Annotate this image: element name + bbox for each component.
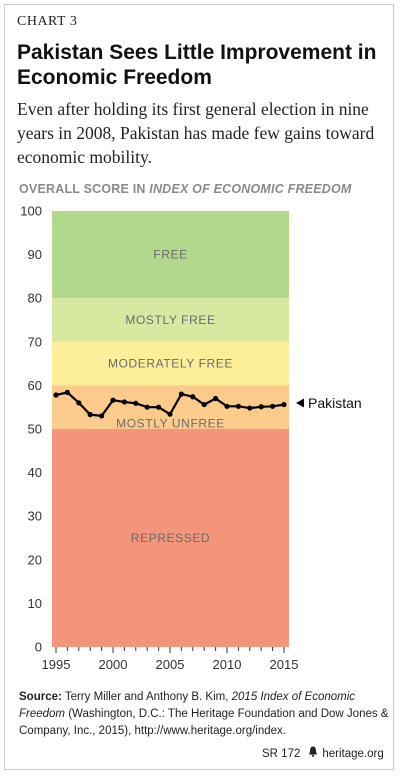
x-tick-label: 1995	[42, 657, 71, 672]
x-tick-label: 2000	[99, 657, 128, 672]
y-tick-label: 40	[28, 465, 42, 480]
data-point	[178, 391, 184, 397]
data-point	[190, 394, 196, 400]
bands-layer: FREE MOSTLY FREE MODERATELY FREE MOSTLY UNF…	[52, 211, 289, 647]
data-point	[133, 400, 139, 406]
data-point	[64, 389, 70, 395]
chart-title: Pakistan Sees Little Improvement in Econ…	[17, 41, 377, 89]
economic-freedom-chart: FREE MOSTLY FREE MODERATELY FREE MOSTLY UNF…	[20, 204, 362, 673]
x-tick-label: 2005	[156, 657, 185, 672]
data-point	[144, 404, 150, 410]
footer: SR 172 heritage.org	[262, 746, 384, 760]
report-code: SR 172	[262, 748, 301, 760]
band-label: REPRESSED	[131, 531, 210, 545]
band-label: FREE	[153, 248, 187, 262]
band-free	[52, 211, 289, 299]
band-label: MODERATELY FREE	[108, 357, 233, 371]
data-point	[53, 392, 59, 398]
axis-heading-italic: INDEX OF ECONOMIC FREEDOM	[149, 182, 352, 196]
data-point	[224, 403, 230, 409]
data-point	[235, 403, 241, 409]
chart-number-label: CHART 3	[17, 14, 78, 29]
band-label: MOSTLY FREE	[125, 313, 215, 327]
series-layer	[53, 389, 287, 419]
y-tick-label: 10	[28, 596, 42, 611]
data-point	[270, 403, 276, 409]
data-point	[110, 397, 116, 403]
data-point	[87, 412, 93, 418]
source-label: Source:	[19, 691, 62, 703]
y-tick-label: 50	[28, 422, 42, 437]
x-tick-label: 2010	[213, 657, 242, 672]
data-point	[213, 395, 219, 402]
data-point	[201, 401, 207, 408]
y-tick-label: 60	[28, 378, 42, 393]
source-italic: 2015 Index of Economic Freedom	[19, 691, 356, 720]
x-ticks-layer: 1995 2000 2005 2010 2015	[42, 647, 299, 672]
band-moderately-free	[52, 341, 289, 386]
y-ticks-layer: 0 10 20 30 40 50 60 70 80 90 100	[20, 204, 42, 655]
site-link[interactable]: heritage.org	[322, 748, 384, 760]
data-point	[121, 399, 127, 405]
y-tick-label: 80	[28, 291, 42, 306]
y-tick-label: 0	[35, 640, 42, 655]
axis-heading-prefix: OVERALL SCORE IN	[19, 182, 150, 196]
band-label: MOSTLY UNFREE	[116, 416, 225, 430]
chart-subtitle: Even after holding its first general ele…	[17, 99, 375, 167]
axis-heading: OVERALL SCORE IN INDEX OF ECONOMIC FREED…	[19, 182, 352, 196]
chart-frame	[4, 4, 394, 770]
data-point	[258, 404, 264, 410]
data-point	[76, 400, 82, 406]
band-repressed	[52, 429, 289, 647]
band-mostly-free	[52, 298, 289, 342]
liberty-bell-icon	[308, 746, 318, 760]
source-text-2: (Washington, D.C.: The Heritage Foundati…	[19, 708, 389, 737]
series-label-text: Pakistan	[308, 395, 362, 411]
data-point	[247, 405, 253, 411]
data-point	[167, 411, 173, 417]
data-point	[156, 404, 162, 410]
y-tick-label: 100	[20, 204, 42, 219]
y-tick-label: 20	[28, 552, 42, 567]
y-tick-label: 30	[28, 509, 42, 524]
y-tick-label: 90	[28, 247, 42, 262]
data-point	[281, 401, 287, 408]
data-point	[99, 413, 105, 419]
series-label: Pakistan	[296, 395, 362, 411]
source-note: Source: Terry Miller and Anthony B. Kim,…	[19, 689, 391, 740]
y-tick-label: 70	[28, 334, 42, 349]
x-tick-label: 2015	[270, 657, 299, 672]
source-text-1: Terry Miller and Anthony B. Kim,	[61, 691, 232, 703]
pointer-triangle-icon	[296, 398, 304, 408]
